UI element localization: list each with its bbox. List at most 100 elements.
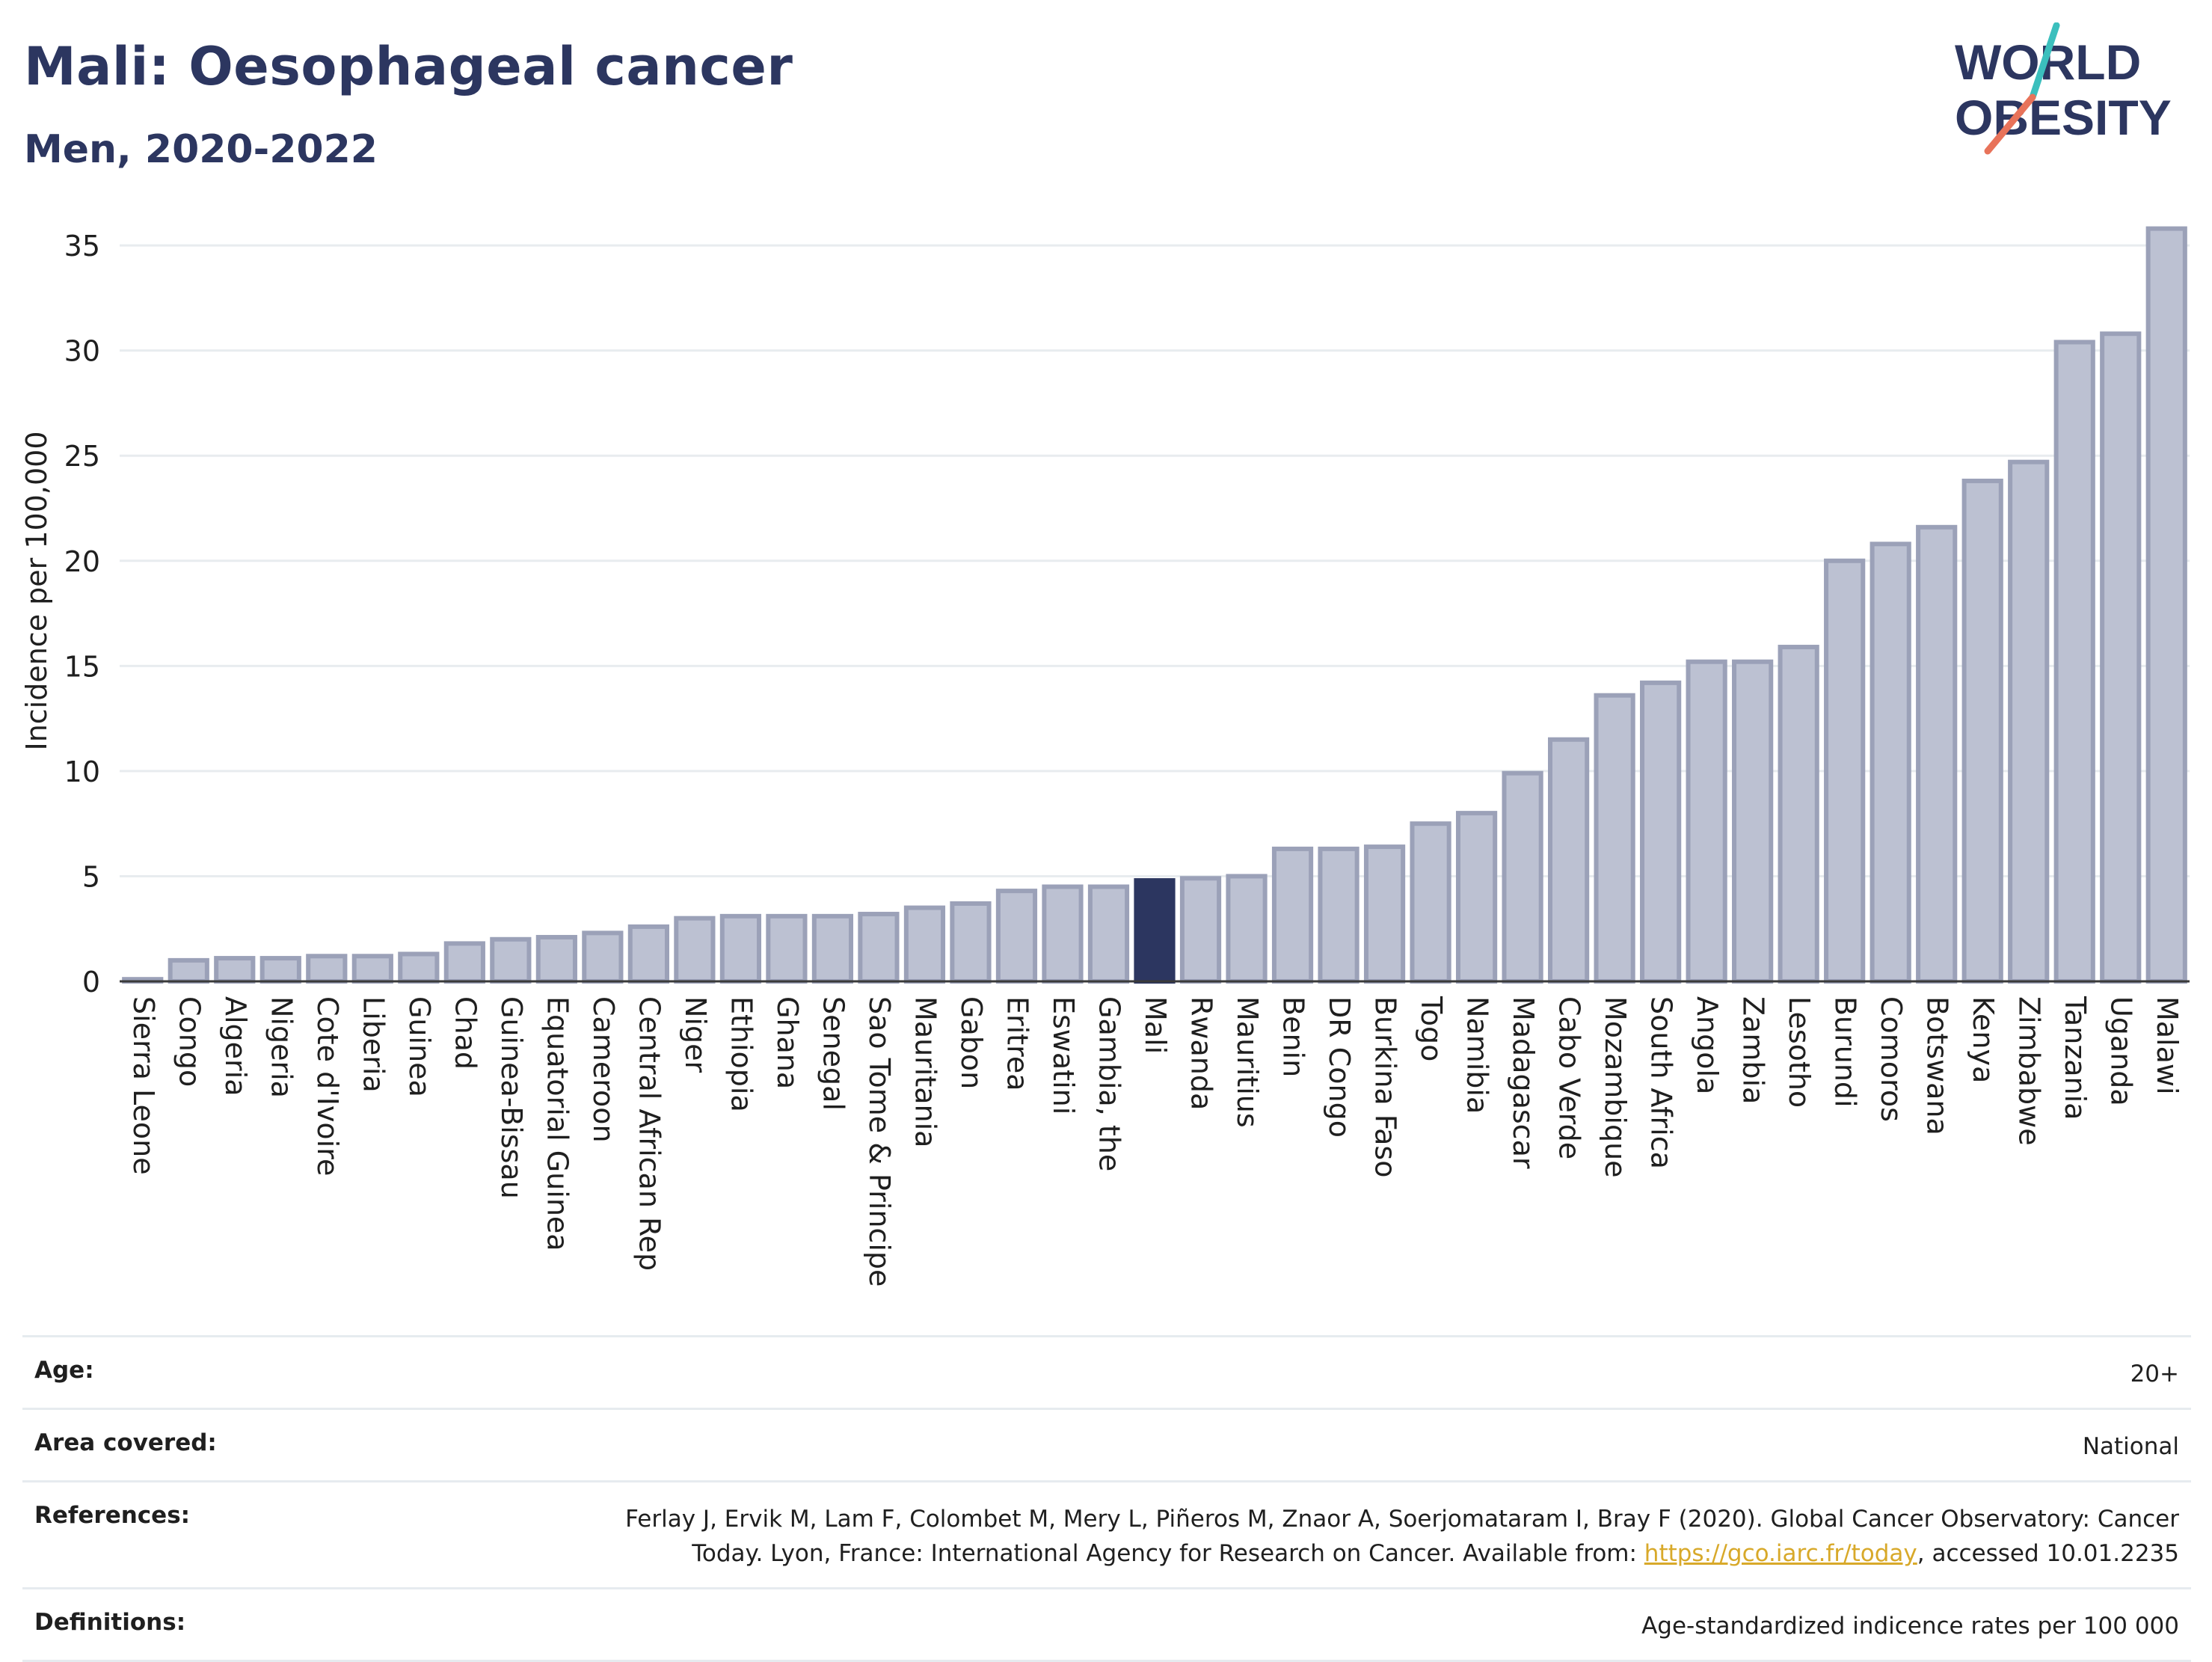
bar-mauritius <box>1226 874 1268 984</box>
bar-mauritania <box>903 905 946 984</box>
references-line1: Ferlay J, Ervik M, Lam F, Colombet M, Me… <box>625 1506 2179 1533</box>
x-tick-label: Malawi <box>2151 996 2184 1095</box>
y-axis-ticks: 0 5 10 15 20 25 30 35 <box>64 230 100 999</box>
references-line2-post: , accessed 10.01.2235 <box>1917 1540 2179 1567</box>
y-axis-label: Incidence per 100,000 <box>20 431 53 750</box>
area-value: National <box>2082 1433 2179 1460</box>
x-tick-label: Angola <box>1691 996 1724 1094</box>
x-tick-label: Uganda <box>2105 996 2138 1106</box>
chart-subtitle: Men, 2020-2022 <box>24 127 378 172</box>
x-tick-label: Lesotho <box>1783 996 1816 1108</box>
info-row-area: Area covered: National <box>22 1408 2191 1480</box>
bar-algeria <box>214 956 256 984</box>
bar-kenya <box>1961 478 2003 984</box>
bar-liberia <box>351 954 393 984</box>
logo-slash-teal <box>2029 22 2060 101</box>
info-row-references: References: Ferlay J, Ervik M, Lam F, Co… <box>22 1480 2191 1587</box>
x-tick-label: Congo <box>173 996 206 1087</box>
x-axis-labels: Sierra Leone Congo Algeria Nigeria Cote d'Iv… <box>127 996 2184 1287</box>
bar-mali <box>1134 878 1176 984</box>
bar-sao-tome-principe <box>858 912 900 984</box>
x-tick-label: Rwanda <box>1185 996 1218 1110</box>
bar-nigeria <box>259 956 301 984</box>
bar-mozambique <box>1594 693 1635 984</box>
age-value: 20+ <box>2130 1361 2179 1387</box>
bar-burundi <box>1824 558 1866 984</box>
world-obesity-logo: WORLD OBESITY <box>1955 22 2172 155</box>
x-tick-label: Benin <box>1277 996 1310 1077</box>
bar-cameroon <box>582 930 624 984</box>
x-tick-label: Equatorial Guinea <box>541 996 574 1251</box>
x-tick-label: Mauritania <box>909 996 941 1147</box>
bar-guinea <box>398 951 440 984</box>
x-tick-label: Cameroon <box>587 996 620 1143</box>
x-tick-label: Niger <box>679 996 712 1073</box>
y-tick-label: 15 <box>64 650 100 683</box>
bar-tanzania <box>2053 340 2095 984</box>
bar-eritrea <box>995 889 1038 984</box>
x-tick-label: Guinea-Bissau <box>495 996 528 1199</box>
bar-angola <box>1686 659 1727 984</box>
x-tick-label: Botswana <box>1921 996 1954 1135</box>
x-tick-label: Chad <box>449 996 482 1070</box>
x-tick-label: Togo <box>1415 996 1448 1061</box>
bar-burkina-faso <box>1363 844 1406 984</box>
references-link[interactable]: https://gco.iarc.fr/today <box>1644 1540 1917 1567</box>
bar-niger <box>674 916 716 984</box>
x-tick-label: Gabon <box>955 996 988 1089</box>
x-tick-label: Cabo Verde <box>1553 996 1586 1159</box>
y-tick-label: 10 <box>64 755 100 788</box>
logo-slash-coral <box>1984 93 2036 155</box>
bar-chad <box>443 941 485 984</box>
bar-ethiopia <box>719 913 762 984</box>
bar-madagascar <box>1502 770 1543 984</box>
x-tick-label: Sierra Leone <box>127 996 160 1175</box>
x-tick-label: Gambia, the <box>1093 996 1125 1171</box>
bar-eswatini <box>1042 884 1084 984</box>
x-tick-label: Eswatini <box>1047 996 1080 1114</box>
x-tick-label: Algeria <box>219 996 252 1097</box>
x-tick-label: Nigeria <box>265 996 298 1098</box>
x-tick-label: Zimbabwe <box>2013 996 2046 1146</box>
x-tick-label: Kenya <box>1967 996 2000 1083</box>
info-row-definitions: Definitions: Age-standardized indicence … <box>22 1587 2191 1662</box>
references-line2-pre: Today. Lyon, France: International Agenc… <box>692 1540 1644 1567</box>
x-tick-label: Tanzania <box>2059 996 2092 1120</box>
x-tick-label: Mali <box>1139 996 1172 1054</box>
bar-ghana <box>766 913 808 984</box>
area-label: Area covered: <box>34 1429 217 1456</box>
definitions-label: Definitions: <box>34 1609 186 1636</box>
x-tick-label: Comoros <box>1875 996 1908 1122</box>
bar-togo <box>1410 821 1451 984</box>
references-label: References: <box>34 1502 191 1529</box>
bar-senegal <box>811 913 854 984</box>
info-row-age: Age: 20+ <box>22 1335 2191 1408</box>
bar-central-african-rep <box>627 924 669 984</box>
x-tick-label: Ghana <box>771 996 804 1089</box>
info-table: Age: 20+ Area covered: National Referenc… <box>22 1335 2191 1662</box>
bar-cabo-verde <box>1547 737 1590 984</box>
logo-line-obesity: OBESITY <box>1955 90 2172 145</box>
x-tick-label: Cote d'Ivoire <box>311 996 344 1176</box>
x-tick-label: Eritrea <box>1001 996 1033 1091</box>
x-tick-label: South Africa <box>1645 996 1678 1169</box>
x-tick-label: Zambia <box>1737 996 1770 1104</box>
bar-rwanda <box>1179 876 1222 984</box>
y-tick-label: 35 <box>64 230 100 263</box>
y-tick-label: 30 <box>64 335 100 368</box>
y-tick-label: 0 <box>82 966 100 999</box>
bar-zambia <box>1732 659 1774 984</box>
bar-equatorial-guinea <box>535 934 577 984</box>
x-tick-label: Madagascar <box>1507 996 1540 1169</box>
x-tick-label: Guinea <box>403 996 436 1097</box>
x-tick-label: Mauritius <box>1231 996 1264 1128</box>
bar-benin <box>1271 846 1314 984</box>
y-tick-label: 20 <box>64 545 100 578</box>
x-tick-label: Central African Rep <box>633 996 666 1271</box>
references-value: Ferlay J, Ervik M, Lam F, Colombet M, Me… <box>625 1502 2179 1571</box>
chart-title: Mali: Oesophageal cancer <box>24 36 793 97</box>
x-tick-label: Burkina Faso <box>1369 996 1402 1178</box>
bar-zimbabwe <box>2008 459 2050 984</box>
bar-chart: 0 5 10 15 20 25 30 35 Sierra Leone Congo Algeria N… <box>20 226 2190 1287</box>
bar-gabon <box>950 901 992 984</box>
